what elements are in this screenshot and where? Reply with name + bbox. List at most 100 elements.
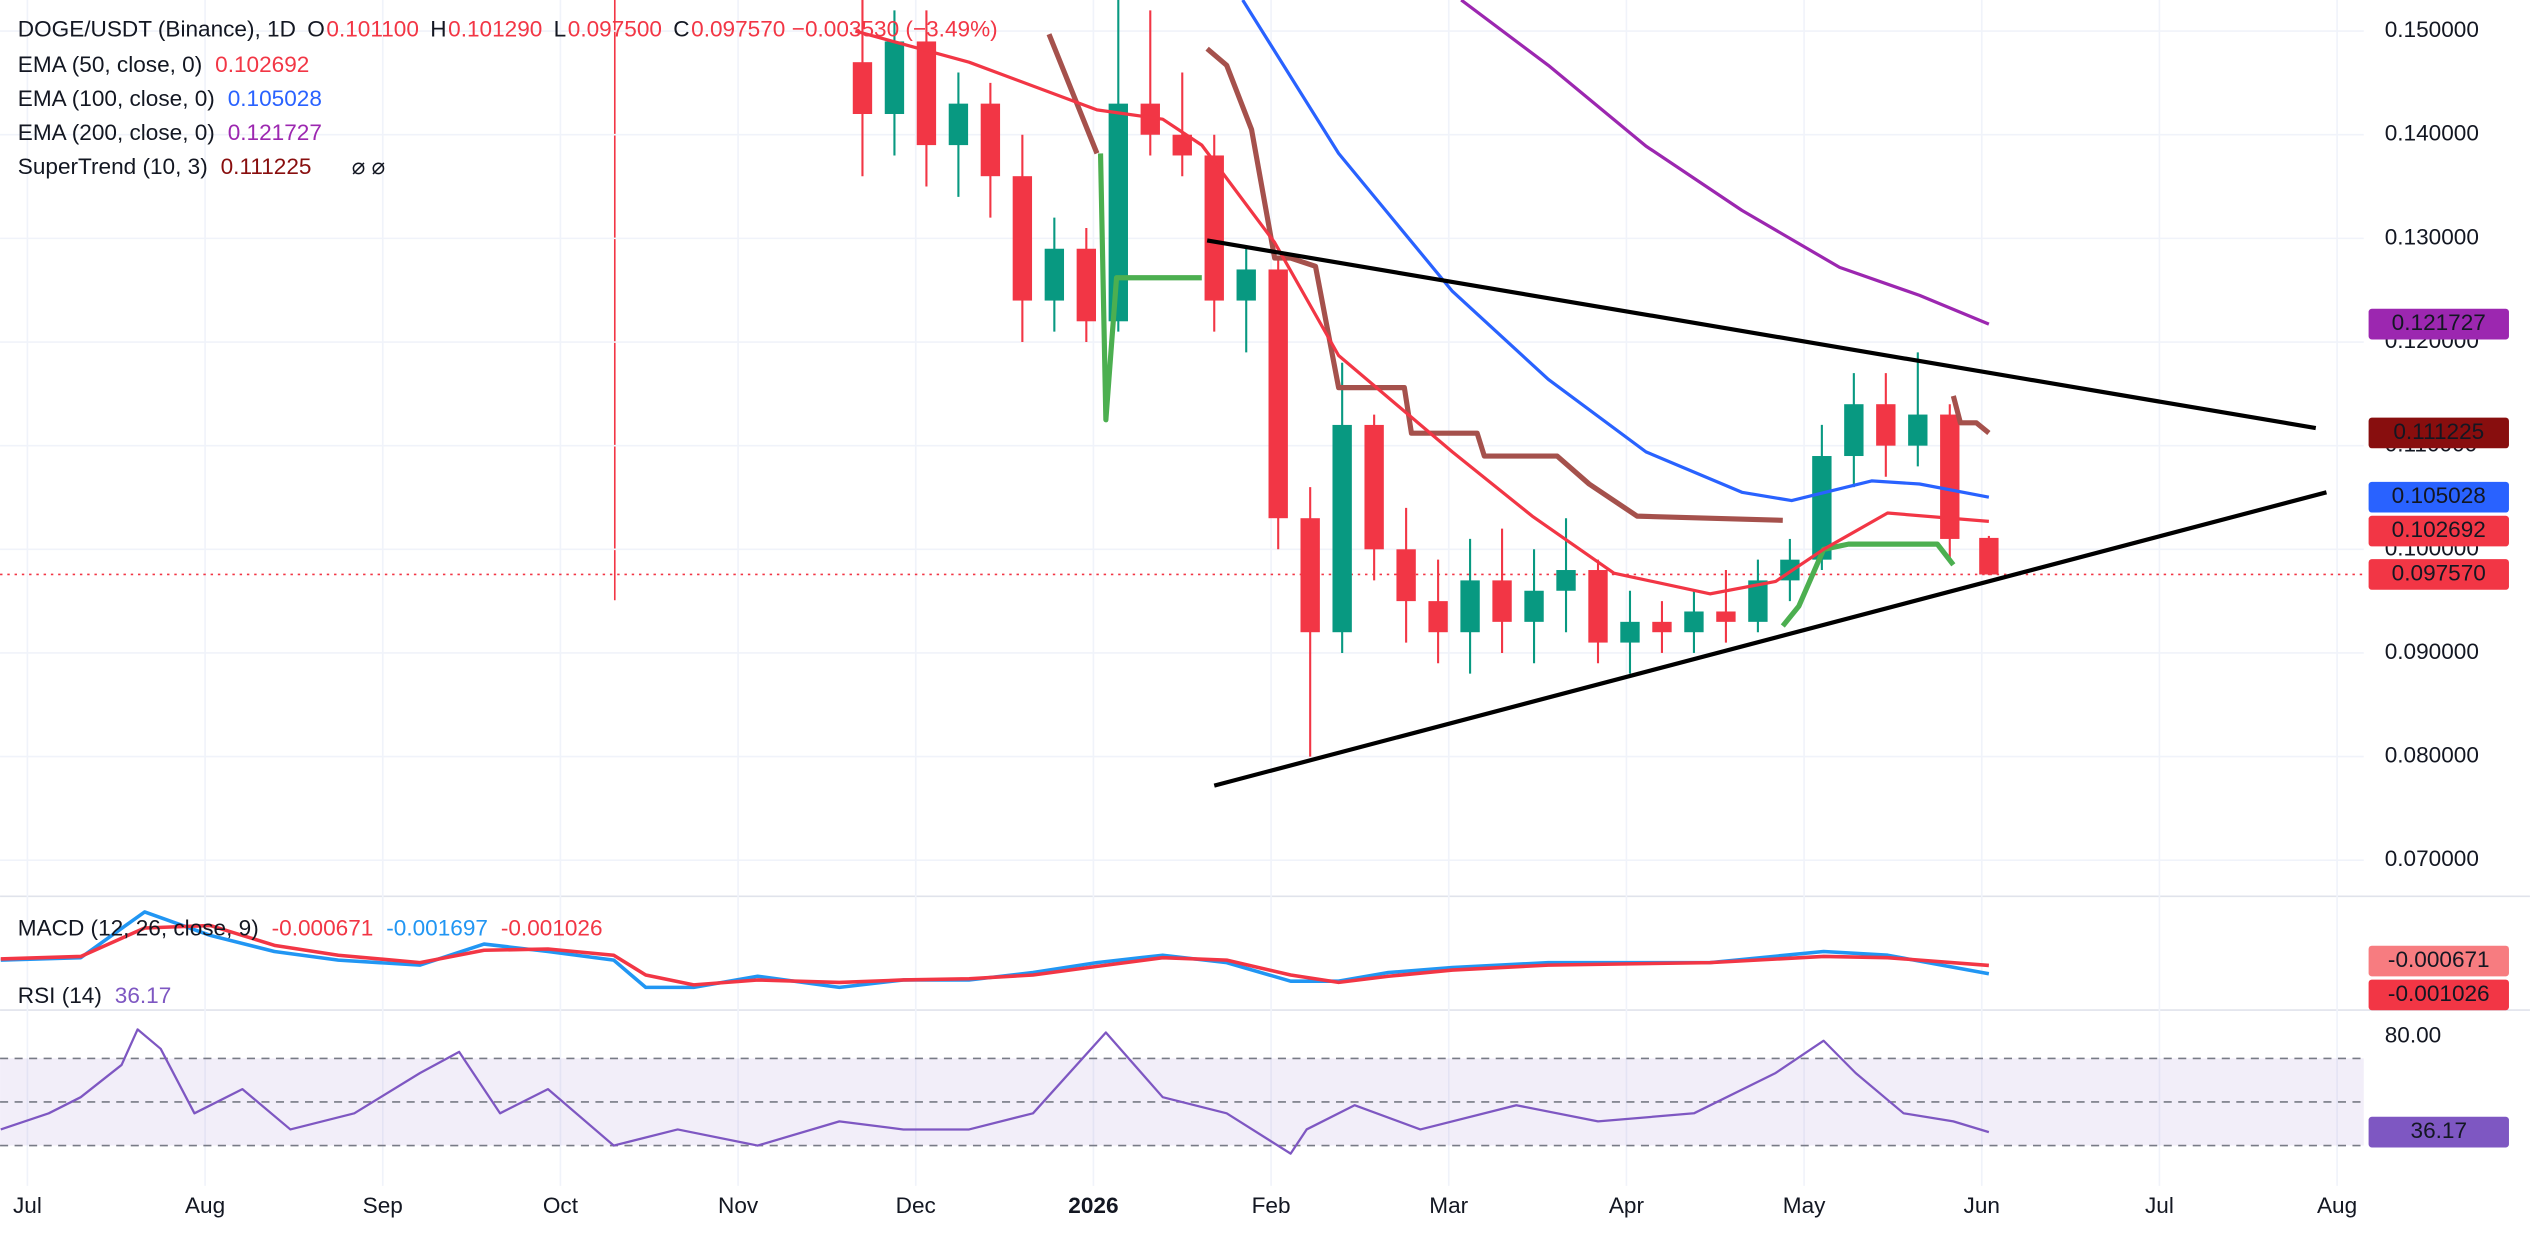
ema-line — [1460, 0, 1990, 326]
candle-body — [1364, 424, 1384, 550]
legend-ohlc-key: H — [430, 17, 446, 42]
macd-badge-bg — [2368, 979, 2509, 1011]
legend-ohlc-value: 0.101290 — [448, 17, 542, 42]
x-tick-label: Jul — [2145, 1193, 2174, 1218]
candle-body — [1588, 570, 1608, 643]
ema-line — [854, 29, 1990, 596]
candle-body — [1140, 103, 1160, 135]
x-tick-label: Jun — [1964, 1193, 2000, 1218]
candle-body — [1684, 611, 1704, 633]
candle-body — [1268, 269, 1288, 519]
x-tick-label: Oct — [543, 1193, 579, 1218]
candle-body — [1556, 570, 1576, 591]
legend-ohlc-key: C — [673, 17, 689, 42]
x-tick-label: May — [1783, 1193, 1826, 1218]
x-tick-label: Sep — [363, 1193, 403, 1218]
legend-row: RSI (14) 36.17 — [18, 983, 171, 1008]
legend-row: EMA (200, close, 0) 0.121727 — [18, 120, 322, 145]
candle-body — [1876, 404, 1896, 446]
candle-body — [1332, 424, 1352, 633]
x-tick-label: Mar — [1429, 1193, 1468, 1218]
legend-ohlc-value: 0.101100 — [326, 17, 418, 42]
legend-name: SuperTrend (10, 3) — [18, 154, 208, 179]
candle-body — [1044, 248, 1065, 301]
legend-name: MACD (12, 26, close, 9) — [18, 915, 259, 940]
y-tick-label: 0.140000 — [2385, 121, 2479, 146]
x-tick-label: Aug — [2317, 1193, 2357, 1218]
legend-name: EMA (50, close, 0) — [18, 52, 202, 77]
y-tick-label: 0.150000 — [2385, 17, 2479, 42]
marks — [0, 0, 2327, 1155]
legend-ohlc-value: 0.097500 — [568, 17, 662, 42]
legend-change: −0.003530 (−3.49%) — [792, 17, 998, 42]
rsi-line — [0, 1028, 1990, 1155]
supertrend-line — [1097, 153, 1956, 628]
price-badge-bg — [2368, 417, 2509, 449]
legend-row: EMA (50, close, 0) 0.102692 — [18, 52, 310, 77]
price-badge-bg — [2368, 481, 2509, 513]
labels: Jul Aug Sep Oct Nov Dec 2026 Feb Mar Apr May Jun Jul… — [13, 17, 2509, 1218]
candle-body — [948, 103, 969, 146]
grid — [0, 0, 2364, 1186]
x-tick-label: Dec — [896, 1193, 936, 1218]
legend-name: RSI (14) — [18, 983, 102, 1008]
candle-body — [1428, 601, 1448, 633]
legend-name: EMA (100, close, 0) — [18, 86, 215, 111]
legend-ohlc-key: O — [307, 17, 325, 42]
x-tick-label: Nov — [718, 1193, 759, 1218]
y-tick-label: 0.080000 — [2385, 743, 2479, 768]
candle-body — [1300, 518, 1320, 633]
candle-body — [1204, 155, 1224, 301]
legend-value: 0.111225 — [221, 154, 312, 179]
trendline — [1213, 490, 2327, 788]
candle-body — [1652, 621, 1672, 633]
legend-row: DOGE/USDT (Binance), 1D O 0.101100 H 0.10129… — [18, 17, 998, 42]
candle-body — [1396, 549, 1416, 602]
candle-body — [1812, 456, 1832, 560]
legend-value: -0.001697 — [386, 915, 488, 940]
candle-body — [1940, 414, 1960, 539]
legend-value: -0.000671 — [272, 915, 374, 940]
price-badge: 0.111225 — [2393, 419, 2484, 444]
trendline — [1206, 238, 2317, 431]
legend-icon: ⌀ ⌀ — [352, 154, 385, 179]
macd-line — [0, 923, 1990, 987]
legend-row: MACD (12, 26, close, 9) -0.000671 -0.00169… — [18, 915, 603, 940]
x-tick-label: Feb — [1252, 1193, 1291, 1218]
macd-badge-bg — [2368, 945, 2509, 977]
candle-body — [1908, 414, 1928, 446]
candle-body — [884, 41, 905, 115]
legend-value: 0.121727 — [228, 120, 322, 145]
legend-title: DOGE/USDT (Binance), 1D — [18, 17, 296, 42]
ema-line — [1241, 0, 1990, 503]
x-tick-label: Aug — [185, 1193, 225, 1218]
candle-body — [1524, 590, 1544, 622]
y-tick-label: 0.090000 — [2385, 639, 2479, 664]
legend-row: EMA (100, close, 0) 0.105028 — [18, 86, 322, 111]
legend-row: SuperTrend (10, 3) 0.111225 — [18, 154, 312, 179]
legend-ohlc-key: L — [554, 17, 567, 42]
legend-value: -0.001026 — [501, 915, 603, 940]
candle-body — [1748, 580, 1768, 622]
y-tick-label: 0.130000 — [2385, 224, 2479, 249]
x-tick-label: Jul — [13, 1193, 42, 1218]
candle-body — [916, 41, 937, 146]
candle-body — [980, 103, 1001, 177]
price-badge: 0.102692 — [2392, 517, 2486, 542]
legend-value: 36.17 — [115, 983, 172, 1008]
legend-value: 0.102692 — [215, 52, 309, 77]
y-tick-label: 80.00 — [2385, 1023, 2442, 1048]
legend-ohlc-value: 0.097570 — [691, 17, 785, 42]
x-tick-label: Apr — [1609, 1193, 1645, 1218]
price-badge-bg — [2368, 559, 2509, 590]
candle-body — [852, 62, 873, 115]
supertrend-line — [1046, 33, 1991, 523]
price-badge: 0.121727 — [2392, 310, 2486, 335]
candle-body — [1108, 103, 1128, 322]
candle-body — [1076, 248, 1097, 322]
price-badge-bg — [2368, 515, 2509, 547]
rsi-badge-bg — [2368, 1116, 2509, 1148]
candle-body — [1979, 537, 1999, 575]
